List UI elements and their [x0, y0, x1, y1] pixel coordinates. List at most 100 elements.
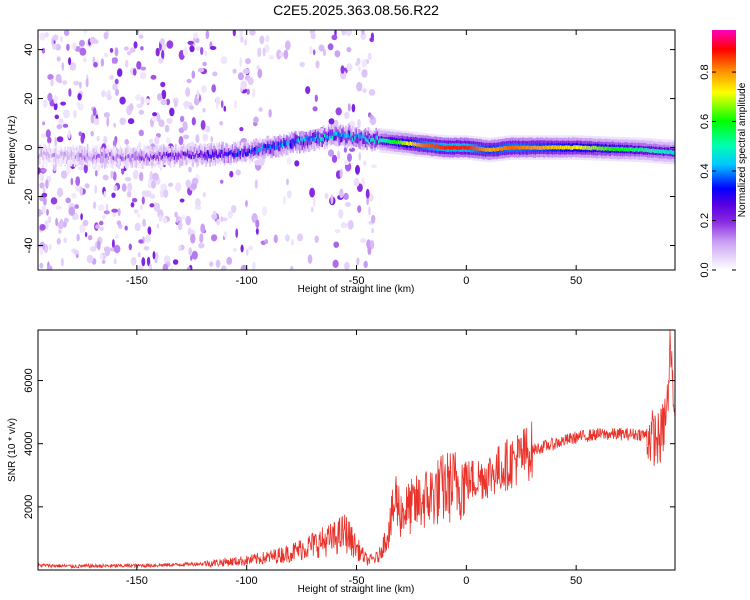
spectrogram-cell — [200, 150, 202, 155]
spectrogram-cell — [112, 139, 117, 148]
spectrogram-cell — [79, 81, 82, 89]
spectrogram-cell — [559, 145, 562, 150]
spectrogram-cell — [265, 35, 270, 43]
spectrogram-cell — [130, 256, 137, 266]
spectrogram-cell — [657, 149, 659, 154]
spectrogram-cell — [527, 145, 529, 150]
spectrogram-cell — [660, 149, 662, 154]
spectrogram-cell — [532, 145, 534, 150]
spectrogram-cell — [146, 155, 148, 164]
spectrogram-cell — [56, 154, 59, 159]
spectrogram-cell — [602, 146, 604, 151]
spectrogram-cell — [356, 81, 363, 92]
spectrogram-cell — [637, 148, 640, 153]
spectrogram-cell — [256, 65, 261, 70]
spectrogram-cell — [242, 148, 244, 158]
spectrogram-cell — [360, 32, 367, 40]
spectrogram-cell — [194, 153, 197, 162]
spectrogram-cell — [112, 213, 116, 218]
spectrogram-cell — [121, 183, 127, 192]
spectrogram-cell — [360, 238, 367, 243]
spectrogram-cell — [112, 83, 118, 91]
spectrogram-cell — [286, 190, 292, 199]
spectrogram-cell — [420, 143, 422, 148]
spectrogram-cell — [397, 140, 400, 144]
spectrogram-cell — [205, 154, 207, 159]
spectrogram-cell — [226, 152, 229, 157]
spectrogram-cell — [121, 156, 123, 161]
spectrogram-cell — [103, 153, 106, 157]
spectrogram-cell — [189, 105, 194, 110]
spectrogram-cell — [149, 263, 153, 270]
spectrogram-cell — [50, 197, 58, 205]
spectrogram-cell — [67, 151, 69, 156]
spectrogram-cell — [355, 61, 360, 67]
spectrogram-cell — [56, 238, 61, 245]
spectrogram-cell — [312, 49, 316, 56]
spectrogram-cell — [263, 144, 265, 149]
spectrogram-cell — [57, 155, 60, 160]
spectrogram-cell — [75, 185, 81, 192]
spectrogram-cell — [41, 47, 46, 54]
spectrogram-cell — [544, 145, 546, 150]
spectrogram-cell — [289, 143, 292, 148]
spectrogram-cell — [313, 132, 315, 141]
spectrogram-cell — [463, 145, 466, 150]
spectrogram-cell — [309, 45, 313, 55]
spectrogram-cell — [208, 152, 210, 157]
spectrogram-cell — [305, 135, 308, 140]
spectrogram-cell — [98, 154, 101, 163]
spectrogram-cell — [117, 208, 121, 217]
spectrogram-cell — [52, 34, 59, 41]
spectrogram-ylabel: Frequency (Hz) — [7, 116, 18, 185]
spectrogram-cell — [243, 68, 250, 75]
spectrogram-cell — [487, 147, 489, 152]
spectrogram-cell — [346, 135, 348, 144]
spectrogram-cell — [183, 151, 185, 156]
spectrogram-cell — [59, 150, 61, 159]
spectrogram-cell — [179, 198, 185, 203]
spectrogram-cell — [364, 132, 367, 141]
spectrogram-xtick-label: -100 — [236, 275, 258, 287]
spectrogram-cell — [363, 135, 366, 144]
spectrogram-cell — [541, 146, 543, 150]
spectrogram-cell — [219, 153, 222, 158]
spectrogram-cell — [161, 154, 164, 159]
snr-frame — [37, 329, 676, 571]
spectrogram-cell — [220, 216, 223, 223]
spectrogram-cell — [429, 144, 431, 149]
spectrogram-cell — [69, 152, 72, 157]
spectrogram-cell — [314, 94, 318, 103]
spectrogram-cell — [195, 134, 200, 144]
spectrogram-cell — [457, 146, 459, 150]
spectrogram-cell — [536, 145, 538, 150]
spectrogram-cell — [117, 68, 123, 77]
spectrogram-cell — [450, 145, 453, 150]
spectrogram-cell — [673, 150, 675, 155]
spectrogram-cell — [205, 30, 210, 40]
spectrogram-cell — [453, 145, 455, 150]
spectrogram-axes: -150 -100 -50 0 50 -40 -20 0 20 40 — [23, 30, 675, 287]
spectrogram-cell — [40, 150, 43, 155]
spectrogram-cell — [625, 147, 628, 152]
spectrogram-cell — [232, 30, 236, 37]
spectrogram-cell — [503, 146, 505, 150]
spectrogram-cell — [113, 258, 117, 265]
spectrogram-cell — [128, 243, 132, 251]
spectrogram-cell — [292, 138, 294, 143]
spectrogram-cell — [484, 147, 487, 152]
spectrogram-cell — [76, 233, 80, 242]
spectrogram-cell — [661, 149, 663, 154]
spectrogram-cell — [81, 149, 84, 158]
spectrogram-cell — [368, 135, 371, 140]
spectrogram-cell — [172, 152, 174, 157]
spectrogram-cell — [93, 154, 95, 163]
spectrogram-cell — [276, 49, 282, 60]
spectrogram-cell — [62, 123, 69, 128]
spectrogram-cell — [246, 88, 250, 95]
spectrogram-cell — [175, 214, 179, 224]
spectrogram-cell — [47, 92, 53, 102]
spectrogram-cell — [370, 138, 372, 143]
spectrogram-cell — [633, 148, 636, 152]
spectrogram-cell — [644, 148, 646, 152]
